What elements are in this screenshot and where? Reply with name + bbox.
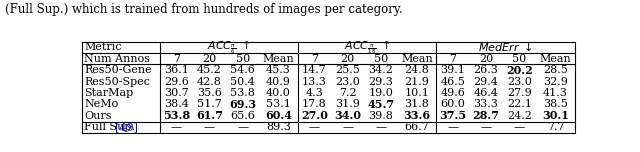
Text: 45.2: 45.2 [197,65,222,75]
Text: 7: 7 [449,54,456,64]
Text: 7.2: 7.2 [339,88,356,98]
Text: 22.1: 22.1 [507,99,532,109]
Text: 29.6: 29.6 [164,77,189,87]
Text: 25.5: 25.5 [335,65,360,75]
Text: 36.1: 36.1 [164,65,189,75]
Text: 20.2: 20.2 [506,65,532,76]
Text: 23.0: 23.0 [335,77,360,87]
Text: 45.3: 45.3 [266,65,291,75]
Text: 37.5: 37.5 [439,110,467,121]
Text: 69.3: 69.3 [229,99,256,110]
Text: 46.4: 46.4 [474,88,499,98]
Text: 50: 50 [236,54,250,64]
Text: 33.3: 33.3 [474,99,499,109]
Text: 54.6: 54.6 [230,65,255,75]
Text: 13.3: 13.3 [302,77,327,87]
Text: 29.3: 29.3 [369,77,394,87]
Text: Mean: Mean [401,54,433,64]
Text: 30.1: 30.1 [542,110,569,121]
Text: 40.9: 40.9 [266,77,291,87]
Text: 40.0: 40.0 [266,88,291,98]
Text: 14.7: 14.7 [302,65,327,75]
Text: 50.4: 50.4 [230,77,255,87]
Text: —: — [342,122,353,132]
Text: 53.1: 53.1 [266,99,291,109]
Text: 34.2: 34.2 [369,65,394,75]
Text: 7: 7 [311,54,318,64]
Text: 33.6: 33.6 [403,110,431,121]
Text: —: — [376,122,387,132]
Text: 31.9: 31.9 [335,99,360,109]
Text: 30.7: 30.7 [164,88,189,98]
Text: 66.7: 66.7 [404,122,429,132]
Text: 42.8: 42.8 [197,77,222,87]
Text: 28.5: 28.5 [543,65,568,75]
Text: 27.0: 27.0 [301,110,328,121]
Text: 50: 50 [512,54,526,64]
Text: Ours: Ours [84,111,112,121]
Text: 38.5: 38.5 [543,99,568,109]
Text: [49]: [49] [115,122,138,132]
Text: —: — [481,122,492,132]
Text: 17.8: 17.8 [302,99,327,109]
Text: 39.1: 39.1 [440,65,465,75]
Text: Mean: Mean [540,54,572,64]
Text: $ACC_{\frac{\pi}{18}}$ $\uparrow$: $ACC_{\frac{\pi}{18}}$ $\uparrow$ [344,38,390,56]
Text: 51.7: 51.7 [197,99,222,109]
Text: $MedErr$ $\downarrow$: $MedErr$ $\downarrow$ [478,41,532,53]
Text: Num Annos: Num Annos [84,54,150,64]
Text: —: — [514,122,525,132]
Text: Res50-Gene: Res50-Gene [84,65,152,75]
Text: 20: 20 [202,54,216,64]
Text: 34.0: 34.0 [334,110,361,121]
Text: 46.5: 46.5 [440,77,465,87]
Text: 35.6: 35.6 [197,88,222,98]
Text: —: — [309,122,320,132]
Text: 20: 20 [340,54,355,64]
Text: 24.8: 24.8 [404,65,429,75]
Text: 53.8: 53.8 [230,88,255,98]
Text: 7: 7 [173,54,180,64]
Text: Metric: Metric [84,42,122,52]
Text: 60.4: 60.4 [265,110,292,121]
Text: 41.3: 41.3 [543,88,568,98]
Text: 53.8: 53.8 [163,110,190,121]
Text: 49.6: 49.6 [440,88,465,98]
Text: 27.9: 27.9 [507,88,532,98]
Text: StarMap: StarMap [84,88,134,98]
Text: 4.3: 4.3 [306,88,323,98]
Text: 10.1: 10.1 [404,88,429,98]
Text: 45.7: 45.7 [367,99,394,110]
Text: Res50-Spec: Res50-Spec [84,77,150,87]
Text: $ACC_{\frac{\pi}{6}}$ $\uparrow$: $ACC_{\frac{\pi}{6}}$ $\uparrow$ [207,38,250,56]
Text: 7.7: 7.7 [547,122,564,132]
Text: 50: 50 [374,54,388,64]
Text: —: — [171,122,182,132]
Text: 19.0: 19.0 [369,88,394,98]
Text: Mean: Mean [263,54,294,64]
Text: Full Sup.: Full Sup. [84,122,139,132]
Text: 61.7: 61.7 [196,110,223,121]
Text: 26.3: 26.3 [474,65,499,75]
Text: NeMo: NeMo [84,99,118,109]
Text: 24.2: 24.2 [507,111,532,121]
Text: 20: 20 [479,54,493,64]
Text: 38.4: 38.4 [164,99,189,109]
Text: 39.8: 39.8 [369,111,394,121]
Text: 31.8: 31.8 [404,99,429,109]
Text: 60.0: 60.0 [440,99,465,109]
Text: —: — [447,122,458,132]
Text: 23.0: 23.0 [507,77,532,87]
Text: 32.9: 32.9 [543,77,568,87]
Text: 89.3: 89.3 [266,122,291,132]
Text: 21.9: 21.9 [404,77,429,87]
Text: 29.4: 29.4 [474,77,499,87]
Text: (Full Sup.) which is trained from hundreds of images per category.: (Full Sup.) which is trained from hundre… [5,3,403,16]
Text: —: — [204,122,215,132]
Text: —: — [237,122,248,132]
Text: 28.7: 28.7 [472,110,499,121]
Text: 65.6: 65.6 [230,111,255,121]
